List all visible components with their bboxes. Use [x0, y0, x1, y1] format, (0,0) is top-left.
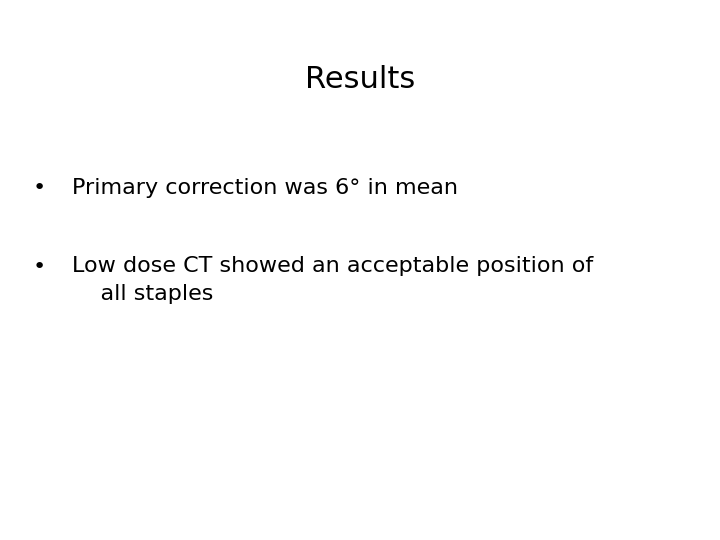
- Text: •: •: [33, 256, 46, 276]
- Text: Results: Results: [305, 65, 415, 94]
- Text: •: •: [33, 178, 46, 198]
- Text: Low dose CT showed an acceptable position of
    all staples: Low dose CT showed an acceptable positio…: [72, 256, 593, 305]
- Text: Primary correction was 6° in mean: Primary correction was 6° in mean: [72, 178, 458, 198]
